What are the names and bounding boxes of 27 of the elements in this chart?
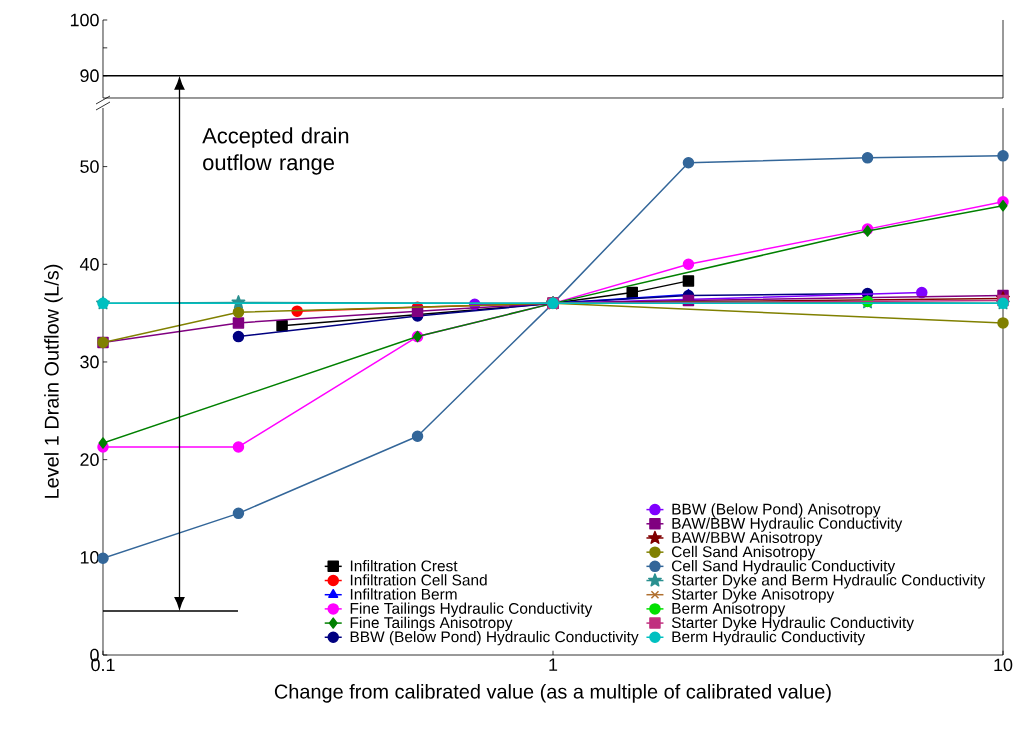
y-axis-title: Level 1 Drain Outflow (L/s) — [44, 264, 63, 498]
x-tick-label: 1 — [549, 658, 558, 671]
legend-label: Starter Dyke Anisotropy — [671, 588, 835, 603]
y-tick-label: 10 — [80, 550, 99, 564]
legend-label: Fine Tailings Hydraulic Conductivity — [350, 602, 593, 617]
y-tick-label: 30 — [80, 355, 99, 369]
legend-label: Fine Tailings Anisotropy — [350, 616, 513, 632]
y-tick-label: 40 — [79, 257, 99, 271]
x-tick-label: 10 — [994, 658, 1013, 672]
legend-label: Cell Sand Anisotropy — [671, 545, 816, 561]
y-tick-label: 90 — [80, 69, 99, 83]
legend-label: Infiltration Cell Sand — [350, 574, 487, 586]
annotation: Accepted drain outflow range — [202, 127, 349, 175]
legend-label: Berm Anisotropy — [672, 602, 786, 617]
legend-label: Starter Dyke and Berm Hydraulic Conductivity — [671, 574, 986, 589]
y-tick-label: 50 — [80, 160, 99, 173]
x-axis-title: Change from calibrated value (as a multiple of calibrated value) — [274, 684, 831, 703]
legend-label: Cell Sand Hydraulic Conductivity — [671, 560, 896, 575]
legend-label: BBW (Below Pond) Hydraulic Conductivity — [350, 630, 639, 646]
legend-label: Infiltration Crest — [350, 560, 458, 572]
legend-label: Berm Hydraulic Conductivity — [672, 630, 866, 646]
legend-label: BBW (Below Pond) Anisotropy — [672, 503, 881, 518]
legend-label: Infiltration Berm — [350, 588, 457, 600]
y-tick-label: 20 — [80, 453, 99, 466]
y-tick-label: 100 — [70, 13, 99, 27]
legend-label: Starter Dyke Hydraulic Conductivity — [671, 616, 914, 632]
legend-label: BAW/BBW Hydraulic Conductivity — [672, 517, 903, 532]
